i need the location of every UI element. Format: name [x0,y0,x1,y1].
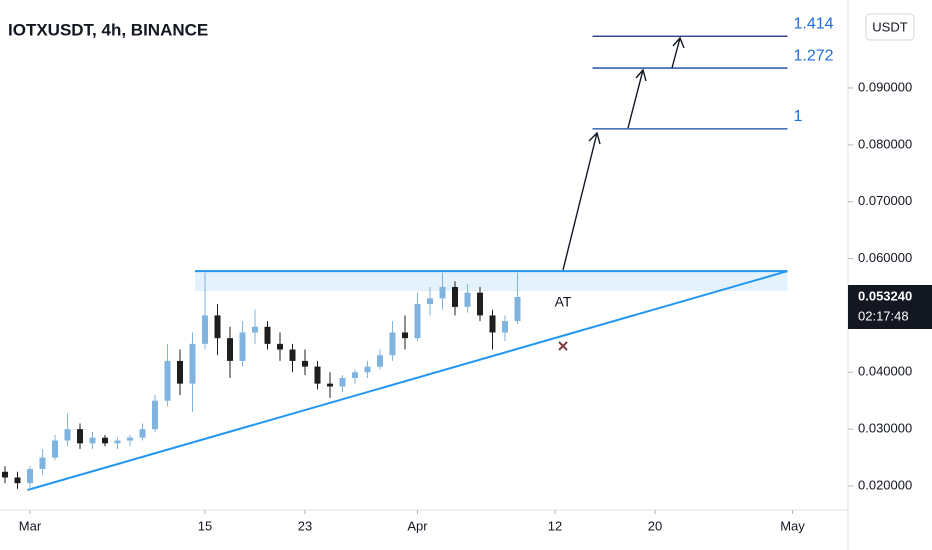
candle-body [89,437,96,444]
candle-body [427,298,433,305]
countdown-label: 02:17:48 [858,308,909,323]
candle-body [114,440,121,444]
candle-body [314,366,321,384]
candle-body [52,440,58,458]
fib-label: 1.414 [794,15,834,32]
candle-body [102,437,108,444]
cross [558,341,568,351]
candle-body [264,326,271,344]
chart-title: IOTXUSDT, 4h, BINANCE [8,20,208,39]
candle-body [152,400,158,430]
candle-body [214,315,221,339]
candle-body [189,343,196,384]
x-tick-label: May [780,518,805,533]
x-tick-label: 23 [298,518,312,533]
candle-body [439,286,446,299]
candle-body [252,326,258,333]
y-tick-label: 0.040000 [858,364,912,379]
candle-body [377,355,383,367]
arrow [562,131,601,271]
arrows [562,36,685,271]
candle-body [202,315,208,344]
candle-body [277,343,283,350]
candle-body [452,286,458,307]
candle-body [27,468,33,484]
y-tick-label: 0.030000 [858,421,912,436]
candle-body [414,304,421,339]
candle-body [302,360,308,367]
annotation: AT [555,294,572,310]
y-tick-label: 0.020000 [858,477,912,492]
candle-body [227,338,233,361]
arrow [627,68,647,129]
candle-body [1,471,8,478]
candle-body [327,383,333,387]
candle-body [289,349,296,361]
x-tick-label: Mar [19,518,42,533]
y-tick-label: 0.080000 [858,136,912,151]
fib-label: 1.272 [794,47,834,64]
last-price-label: 0.053240 [858,288,912,303]
resistance-zone [195,271,788,291]
candle-body [477,292,483,316]
candle-body [239,332,246,361]
candle-body [164,360,171,401]
candle-body [464,292,471,307]
candle-body [139,429,146,438]
candle-body [514,296,521,322]
candle-body [14,477,21,484]
currency-label: USDT [872,19,907,34]
x-tick-label: 15 [198,518,212,533]
candle-body [402,332,408,339]
currency-badge[interactable] [865,13,915,41]
candle-body [339,377,346,387]
candle-body [39,457,46,469]
y-tick-label: 0.090000 [858,79,912,94]
candle-body [364,366,371,373]
candle-body [502,321,508,333]
candle-body [127,437,133,441]
candle-body [177,360,183,384]
x-tick-label: Apr [407,518,428,533]
candle-body [64,429,71,441]
y-tick-label: 0.060000 [858,250,912,265]
trendline [27,270,788,491]
x-tick-label: 20 [648,518,662,533]
x-tick-label: 12 [548,518,562,533]
y-tick-label: 0.070000 [858,193,912,208]
last-price-box [848,284,932,329]
candle-body [489,315,496,333]
candle-body [77,429,83,444]
candle-body [389,332,396,356]
x-mark [558,341,568,351]
fib-label: 1 [794,108,803,125]
candle-body [352,372,358,378]
arrow [671,36,685,69]
